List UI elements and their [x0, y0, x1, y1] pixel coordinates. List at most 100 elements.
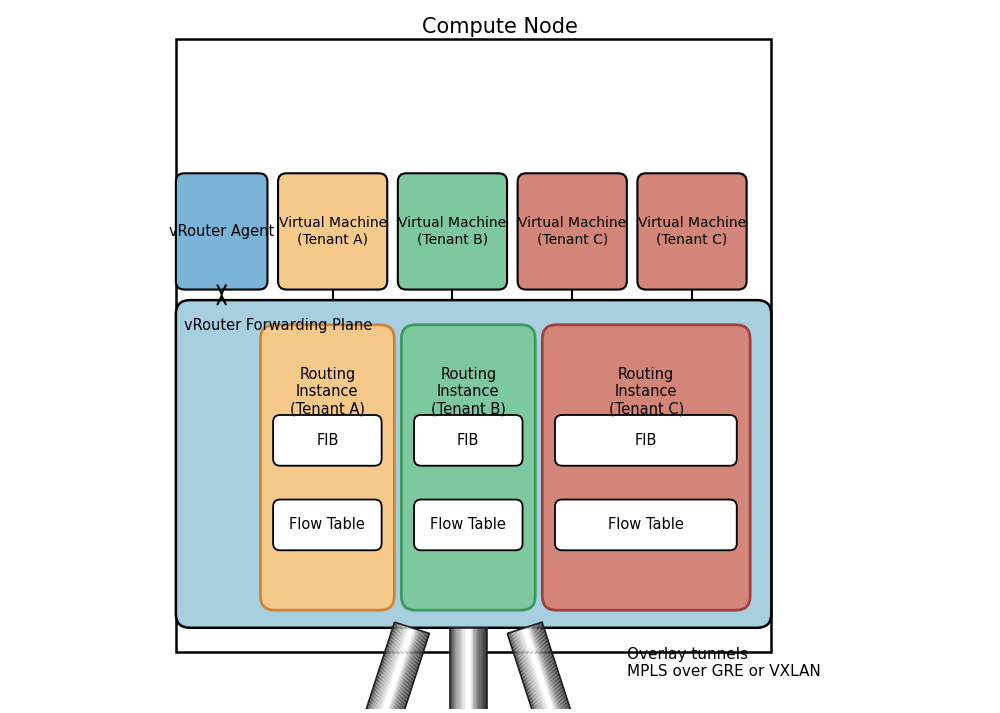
Polygon shape — [373, 625, 405, 713]
Polygon shape — [512, 632, 544, 713]
Polygon shape — [457, 628, 459, 713]
FancyBboxPatch shape — [273, 415, 382, 466]
Polygon shape — [541, 622, 573, 713]
Polygon shape — [393, 632, 425, 713]
Polygon shape — [456, 628, 457, 713]
Polygon shape — [451, 628, 452, 713]
Polygon shape — [394, 632, 426, 713]
FancyBboxPatch shape — [176, 300, 771, 628]
FancyBboxPatch shape — [176, 173, 267, 289]
Polygon shape — [474, 628, 476, 713]
FancyBboxPatch shape — [414, 500, 523, 550]
Polygon shape — [367, 623, 399, 713]
FancyBboxPatch shape — [555, 500, 737, 550]
Polygon shape — [473, 628, 474, 713]
Polygon shape — [508, 632, 540, 713]
Polygon shape — [518, 630, 550, 713]
FancyBboxPatch shape — [398, 173, 507, 289]
Polygon shape — [510, 632, 542, 713]
Polygon shape — [371, 625, 403, 713]
Text: Flow Table: Flow Table — [608, 518, 684, 533]
Polygon shape — [374, 625, 406, 713]
FancyBboxPatch shape — [414, 415, 523, 466]
Polygon shape — [507, 633, 539, 713]
Polygon shape — [387, 630, 419, 713]
Polygon shape — [461, 628, 462, 713]
Polygon shape — [454, 628, 455, 713]
Polygon shape — [532, 625, 564, 713]
Polygon shape — [528, 626, 560, 713]
Text: vRouter Forwarding Plane: vRouter Forwarding Plane — [184, 318, 373, 333]
Text: Flow Table: Flow Table — [289, 518, 365, 533]
Polygon shape — [463, 628, 465, 713]
Polygon shape — [376, 626, 408, 713]
Polygon shape — [534, 625, 566, 713]
Text: Routing
Instance
(Tenant A): Routing Instance (Tenant A) — [290, 367, 365, 417]
FancyBboxPatch shape — [518, 173, 627, 289]
Polygon shape — [514, 631, 546, 713]
Text: FIB: FIB — [316, 433, 339, 448]
Text: Routing
Instance
(Tenant B): Routing Instance (Tenant B) — [431, 367, 506, 417]
Text: Overlay tunnels
MPLS over GRE or VXLAN: Overlay tunnels MPLS over GRE or VXLAN — [627, 647, 821, 679]
Polygon shape — [365, 622, 397, 713]
FancyBboxPatch shape — [401, 325, 535, 610]
Polygon shape — [476, 628, 477, 713]
Polygon shape — [395, 632, 427, 713]
Text: Virtual Machine
(Tenant B): Virtual Machine (Tenant B) — [398, 216, 506, 247]
FancyBboxPatch shape — [273, 500, 382, 550]
Polygon shape — [525, 627, 557, 713]
Polygon shape — [383, 629, 415, 713]
Polygon shape — [388, 630, 420, 713]
Polygon shape — [485, 628, 487, 713]
Polygon shape — [529, 626, 561, 713]
FancyBboxPatch shape — [555, 415, 737, 466]
Polygon shape — [530, 625, 563, 713]
Polygon shape — [380, 627, 412, 713]
Polygon shape — [386, 630, 418, 713]
Polygon shape — [466, 628, 467, 713]
Bar — [176, 39, 771, 652]
Polygon shape — [479, 628, 481, 713]
Polygon shape — [481, 628, 482, 713]
Polygon shape — [382, 628, 414, 713]
Text: FIB: FIB — [635, 433, 657, 448]
FancyBboxPatch shape — [637, 173, 747, 289]
Polygon shape — [539, 623, 571, 713]
Polygon shape — [513, 631, 545, 713]
Polygon shape — [375, 626, 407, 713]
Polygon shape — [397, 633, 429, 713]
Polygon shape — [465, 628, 466, 713]
Polygon shape — [470, 628, 471, 713]
Polygon shape — [366, 623, 398, 713]
Polygon shape — [368, 624, 400, 713]
Polygon shape — [472, 628, 473, 713]
Polygon shape — [390, 631, 422, 713]
Text: Virtual Machine
(Tenant C): Virtual Machine (Tenant C) — [518, 216, 626, 247]
Polygon shape — [533, 625, 565, 713]
Text: vRouter Agent: vRouter Agent — [169, 224, 274, 239]
Text: Compute Node: Compute Node — [422, 16, 578, 36]
Polygon shape — [484, 628, 485, 713]
Polygon shape — [478, 628, 479, 713]
Polygon shape — [364, 622, 396, 713]
Polygon shape — [391, 631, 424, 713]
Polygon shape — [522, 628, 554, 713]
Polygon shape — [452, 628, 454, 713]
FancyBboxPatch shape — [260, 325, 394, 610]
FancyBboxPatch shape — [542, 325, 750, 610]
Polygon shape — [527, 627, 559, 713]
Polygon shape — [511, 632, 543, 713]
Polygon shape — [467, 628, 468, 713]
Polygon shape — [483, 628, 484, 713]
Polygon shape — [450, 628, 451, 713]
Polygon shape — [460, 628, 461, 713]
Text: Routing
Instance
(Tenant C): Routing Instance (Tenant C) — [609, 367, 684, 417]
Polygon shape — [524, 628, 556, 713]
Polygon shape — [537, 623, 570, 713]
Polygon shape — [459, 628, 460, 713]
Polygon shape — [372, 625, 404, 713]
Polygon shape — [477, 628, 478, 713]
Polygon shape — [381, 628, 413, 713]
Text: Virtual Machine
(Tenant A): Virtual Machine (Tenant A) — [279, 216, 387, 247]
Polygon shape — [384, 629, 417, 713]
